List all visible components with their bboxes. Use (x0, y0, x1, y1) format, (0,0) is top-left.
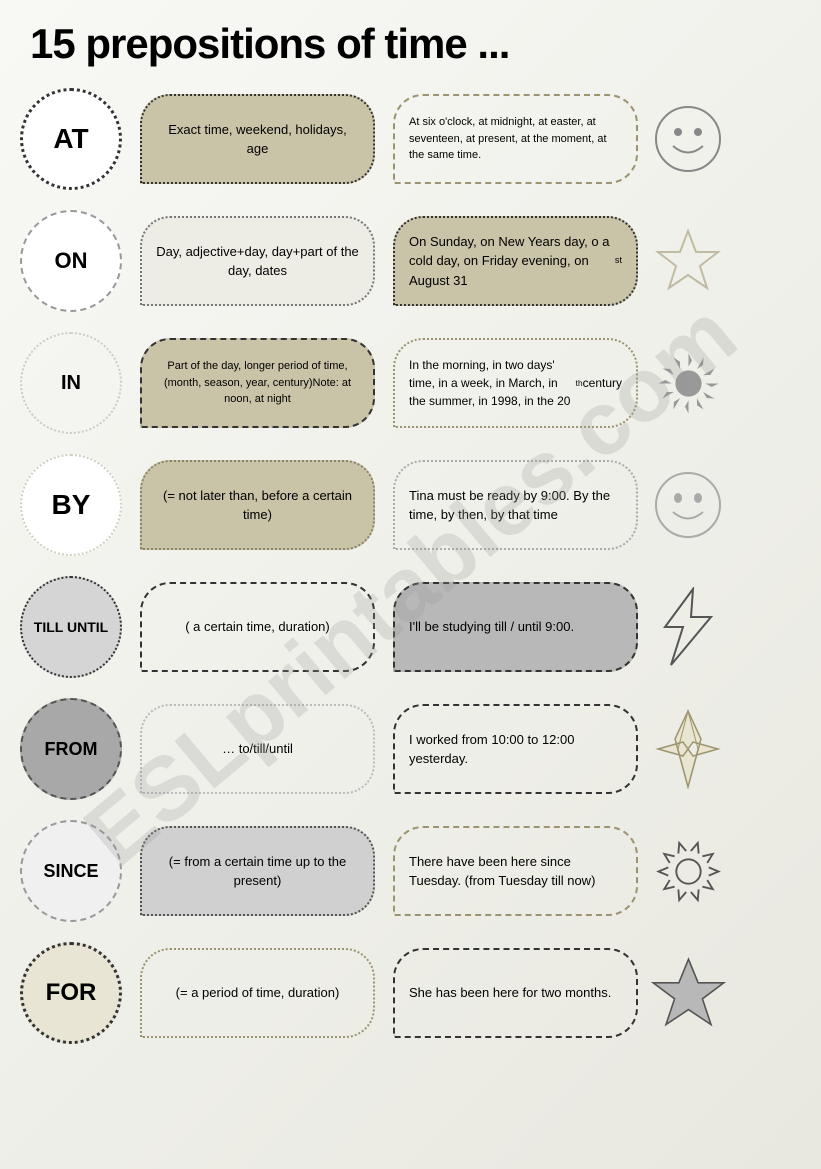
preposition-row: FROM… to/till/untilI worked from 10:00 t… (20, 688, 801, 810)
page-title: 15 prepositions of time ... (0, 0, 821, 78)
description-bubble: ( a certain time, duration) (140, 582, 375, 672)
example-bubble: There have been here since Tuesday. (fro… (393, 826, 638, 916)
sun-grey-icon (648, 343, 728, 423)
preposition-circle: IN (20, 332, 122, 434)
preposition-circle: FOR (20, 942, 122, 1044)
description-bubble: … to/till/until (140, 704, 375, 794)
preposition-circle: AT (20, 88, 122, 190)
description-bubble: (= a period of time, duration) (140, 948, 375, 1038)
preposition-circle: BY (20, 454, 122, 556)
example-bubble: At six o'clock, at midnight, at easter, … (393, 94, 638, 184)
preposition-circle: SINCE (20, 820, 122, 922)
preposition-row: INPart of the day, longer period of time… (20, 322, 801, 444)
preposition-row: FOR(= a period of time, duration)She has… (20, 932, 801, 1054)
example-bubble: Tina must be ready by 9:00. By the time,… (393, 460, 638, 550)
description-bubble: Part of the day, longer period of time, … (140, 338, 375, 428)
preposition-row: SINCE(= from a certain time up to the pr… (20, 810, 801, 932)
sun-outline-icon (648, 831, 728, 911)
rows-container: ATExact time, weekend, holidays, ageAt s… (0, 78, 821, 1054)
preposition-row: BY(= not later than, before a certain ti… (20, 444, 801, 566)
example-bubble: I'll be studying till / until 9:00. (393, 582, 638, 672)
example-bubble: In the morning, in two days' time, in a … (393, 338, 638, 428)
star-outline-icon (648, 221, 728, 301)
example-bubble: On Sunday, on New Years day, o a cold da… (393, 216, 638, 306)
description-bubble: (= from a certain time up to the present… (140, 826, 375, 916)
diamond-icon (648, 709, 728, 789)
preposition-row: TILL UNTIL( a certain time, duration)I'l… (20, 566, 801, 688)
description-bubble: (= not later than, before a certain time… (140, 460, 375, 550)
example-bubble: I worked from 10:00 to 12:00 yesterday. (393, 704, 638, 794)
lightning-icon (648, 587, 728, 667)
preposition-circle: ON (20, 210, 122, 312)
description-bubble: Day, adjective+day, day+part of the day,… (140, 216, 375, 306)
smiley-icon (648, 99, 728, 179)
star-grey-icon (648, 953, 728, 1033)
example-bubble: She has been here for two months. (393, 948, 638, 1038)
smiley-grey-icon (648, 465, 728, 545)
preposition-row: ONDay, adjective+day, day+part of the da… (20, 200, 801, 322)
preposition-circle: FROM (20, 698, 122, 800)
preposition-row: ATExact time, weekend, holidays, ageAt s… (20, 78, 801, 200)
description-bubble: Exact time, weekend, holidays, age (140, 94, 375, 184)
preposition-circle: TILL UNTIL (20, 576, 122, 678)
